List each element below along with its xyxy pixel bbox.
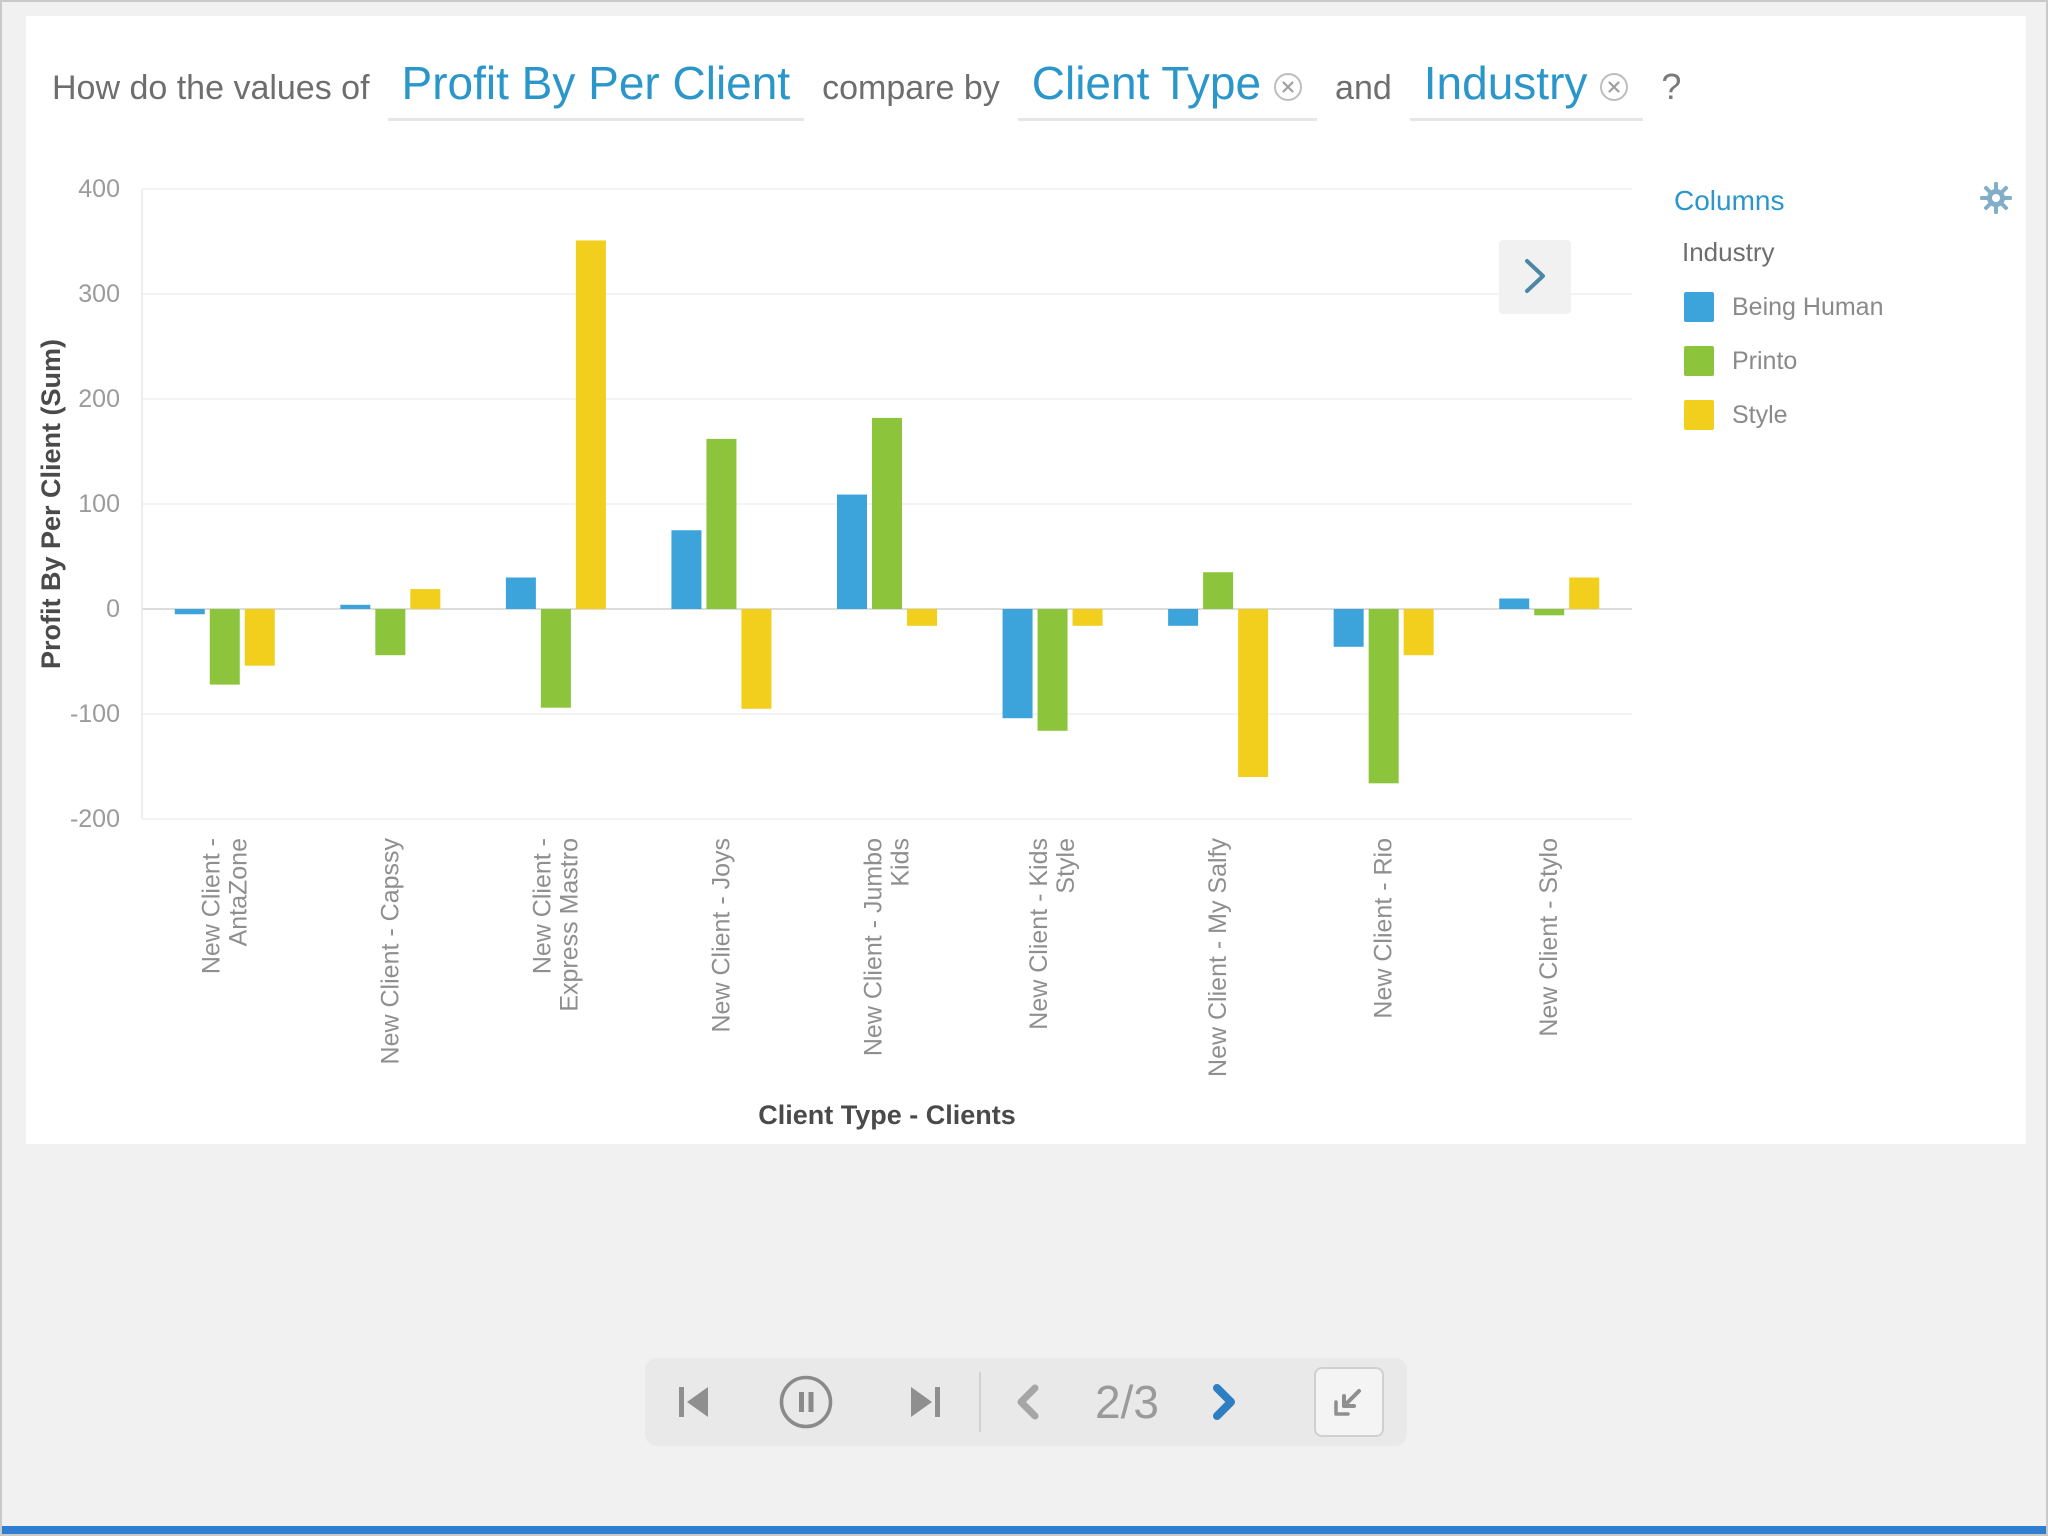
collapse-button[interactable]: [1314, 1367, 1384, 1437]
dimension-token-industry[interactable]: Industry: [1409, 54, 1644, 121]
legend-swatch-being-human: [1684, 292, 1714, 322]
pause-button[interactable]: [777, 1373, 835, 1431]
skip-to-end-button[interactable]: [901, 1381, 947, 1423]
collapse-icon: [1328, 1380, 1370, 1425]
question-prefix: How do the values of: [52, 69, 370, 107]
legend-item-printo[interactable]: Printo: [1684, 346, 2014, 376]
previous-page-button[interactable]: [1011, 1381, 1047, 1423]
remove-industry-icon[interactable]: [1599, 59, 1629, 113]
legend-dimension-label: Industry: [1682, 237, 1775, 267]
legend-label: Style: [1732, 400, 1788, 429]
question-connector: compare by: [822, 69, 1000, 107]
columns-panel-title[interactable]: Columns: [1674, 184, 1785, 216]
playback-control-bar: 2/3: [645, 1358, 1407, 1446]
skip-to-start-button[interactable]: [672, 1381, 718, 1423]
legend-item-being-human[interactable]: Being Human: [1684, 292, 2014, 322]
dimension-token-client-type[interactable]: Client Type: [1017, 54, 1318, 121]
control-divider: [979, 1372, 981, 1432]
question-mark: ?: [1661, 66, 1682, 107]
legend-label: Being Human: [1732, 292, 1884, 321]
legend-swatch-printo: [1684, 346, 1714, 376]
legend-item-style[interactable]: Style: [1684, 400, 2014, 430]
chevron-right-icon: [1517, 253, 1553, 302]
legend-label: Printo: [1732, 346, 1798, 375]
next-chart-button[interactable]: [1499, 240, 1571, 314]
dimension-label-industry: Industry: [1423, 57, 1588, 109]
question-and: and: [1335, 69, 1392, 107]
legend-panel: Columns: [1674, 180, 2014, 454]
metric-label: Profit By Per Client: [401, 57, 791, 109]
legend-swatch-style: [1684, 400, 1714, 430]
legend-header: Columns: [1674, 180, 2014, 221]
bottom-accent-bar: [2, 1526, 2046, 1534]
dimension-label-client-type: Client Type: [1031, 57, 1262, 109]
remove-client-type-icon[interactable]: [1273, 59, 1303, 113]
metric-token[interactable]: Profit By Per Client: [387, 54, 805, 121]
question-bar: How do the values of Profit By Per Clien…: [52, 54, 1681, 121]
page-indicator: 2/3: [1095, 1376, 1159, 1428]
settings-gear-icon[interactable]: [1978, 180, 2014, 221]
next-page-button[interactable]: [1205, 1381, 1241, 1423]
chart-card: How do the values of Profit By Per Clien…: [26, 16, 2026, 1144]
